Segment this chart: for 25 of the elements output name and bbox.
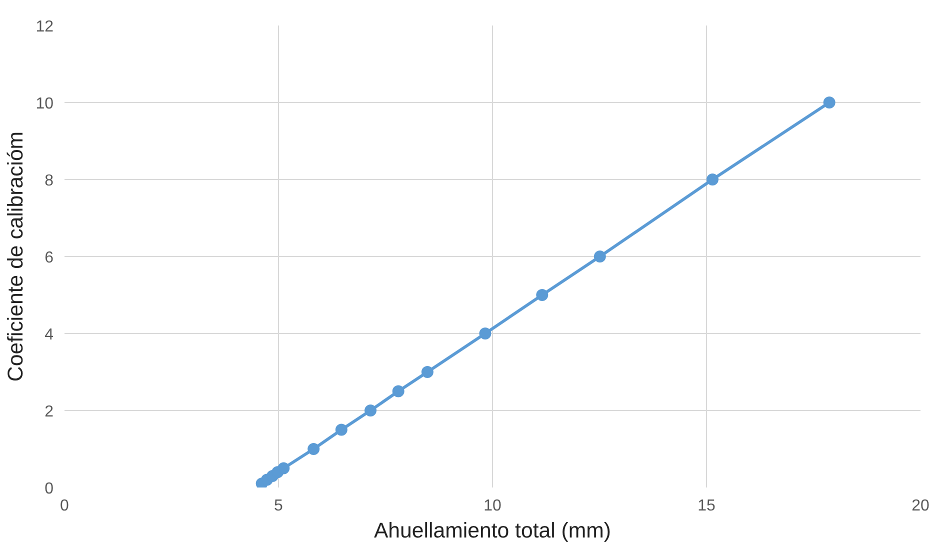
y-tick-label: 2 <box>44 404 54 420</box>
point <box>536 289 548 301</box>
point <box>335 424 348 436</box>
point <box>421 366 434 378</box>
y-tick-label: 4 <box>44 326 54 344</box>
y-tick-label: 10 <box>36 96 54 112</box>
y-tick-label: 12 <box>36 18 54 36</box>
x-tick-label: 20 <box>912 498 930 514</box>
x-axis-title: Ahuellamiento total (mm) <box>374 518 612 542</box>
point <box>479 328 492 340</box>
point <box>364 404 377 416</box>
point <box>308 443 320 455</box>
point <box>278 462 290 474</box>
y-tick-label: 8 <box>44 172 54 190</box>
y-tick-label: 6 <box>44 250 54 266</box>
x-tick-label: 5 <box>274 498 284 514</box>
x-tick-label: 0 <box>60 498 70 514</box>
point <box>706 174 718 186</box>
point <box>392 385 404 398</box>
point <box>823 96 836 108</box>
point <box>594 250 606 262</box>
x-tick-label: 10 <box>484 498 502 514</box>
y-axis-title: Coeficiente de calibracióm <box>4 131 28 382</box>
x-tick-label: 15 <box>698 498 716 514</box>
y-tick-label: 0 <box>44 480 54 498</box>
